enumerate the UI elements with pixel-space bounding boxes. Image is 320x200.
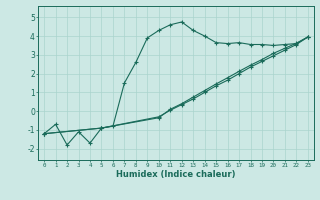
X-axis label: Humidex (Indice chaleur): Humidex (Indice chaleur) — [116, 170, 236, 179]
